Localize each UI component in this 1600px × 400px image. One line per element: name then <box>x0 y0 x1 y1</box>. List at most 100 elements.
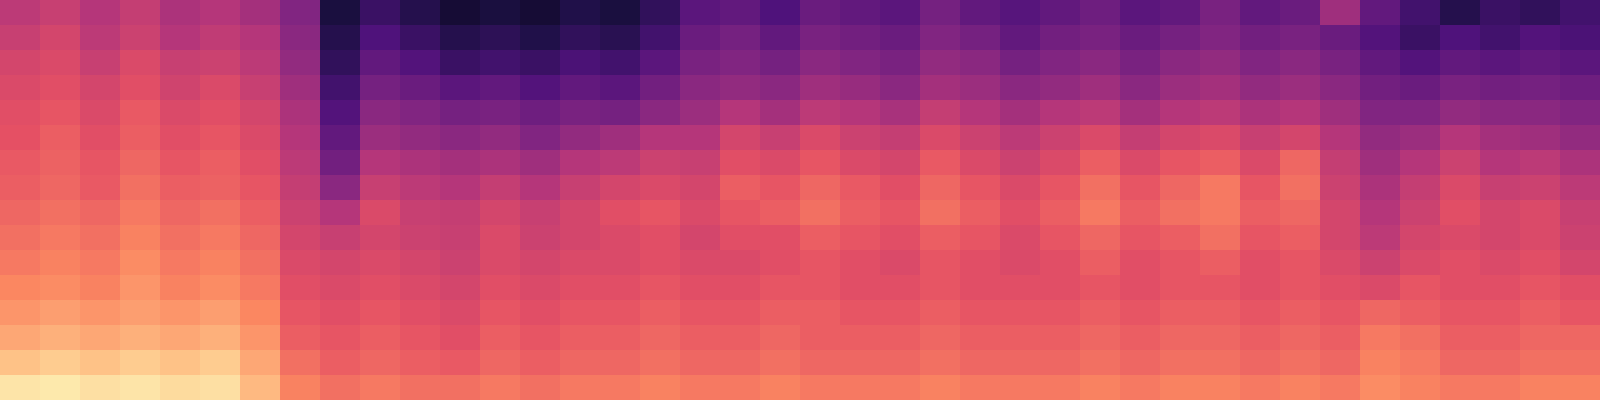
cell <box>40 200 81 226</box>
cell <box>600 50 641 76</box>
cell <box>480 0 521 26</box>
cell <box>880 250 921 276</box>
cell <box>1120 275 1161 301</box>
cell <box>1160 225 1201 251</box>
cell <box>1400 150 1441 176</box>
cell <box>680 300 721 326</box>
cell <box>240 275 281 301</box>
cell <box>920 200 961 226</box>
cell <box>1480 375 1521 400</box>
cell <box>1440 175 1481 201</box>
cell <box>520 350 561 376</box>
cell <box>720 125 761 151</box>
cell <box>1320 250 1361 276</box>
cell <box>640 175 681 201</box>
cell <box>880 75 921 101</box>
cell <box>360 100 401 126</box>
cell <box>760 300 801 326</box>
cell <box>600 75 641 101</box>
cell <box>680 375 721 400</box>
cell <box>1160 275 1201 301</box>
cell <box>1200 0 1241 26</box>
cell <box>1120 225 1161 251</box>
cell <box>200 375 241 400</box>
cell <box>840 25 881 51</box>
cell <box>1280 250 1321 276</box>
cell <box>80 200 121 226</box>
cell <box>1120 250 1161 276</box>
cell <box>1320 225 1361 251</box>
cell <box>40 300 81 326</box>
cell <box>840 275 881 301</box>
cell <box>1280 350 1321 376</box>
cell <box>1080 325 1121 351</box>
cell <box>1120 50 1161 76</box>
cell <box>320 250 361 276</box>
cell <box>1080 150 1121 176</box>
cell <box>0 350 41 376</box>
cell <box>1240 50 1281 76</box>
cell <box>1520 250 1561 276</box>
cell <box>880 175 921 201</box>
cell <box>720 175 761 201</box>
cell <box>1440 300 1481 326</box>
cell <box>880 125 921 151</box>
cell <box>520 175 561 201</box>
cell <box>1360 75 1401 101</box>
cell <box>960 375 1001 400</box>
cell <box>1560 350 1600 376</box>
cell <box>840 350 881 376</box>
cell <box>40 275 81 301</box>
cell <box>0 50 41 76</box>
cell <box>200 150 241 176</box>
cell <box>1440 150 1481 176</box>
cell <box>1200 25 1241 51</box>
cell <box>1240 300 1281 326</box>
cell <box>1360 150 1401 176</box>
cell <box>1040 175 1081 201</box>
cell <box>1080 275 1121 301</box>
cell <box>1080 75 1121 101</box>
cell <box>1320 150 1361 176</box>
cell <box>1480 175 1521 201</box>
cell <box>200 75 241 101</box>
cell <box>960 150 1001 176</box>
cell <box>80 300 121 326</box>
cell <box>920 25 961 51</box>
cell <box>200 225 241 251</box>
cell <box>1040 375 1081 400</box>
cell <box>880 0 921 26</box>
cell <box>120 150 161 176</box>
cell <box>560 0 601 26</box>
cell <box>280 350 321 376</box>
cell <box>240 200 281 226</box>
cell <box>0 125 41 151</box>
cell <box>40 75 81 101</box>
cell <box>1120 300 1161 326</box>
cell <box>0 0 41 26</box>
cell <box>1160 25 1201 51</box>
cell <box>560 125 601 151</box>
cell <box>560 375 601 400</box>
cell <box>800 300 841 326</box>
cell <box>40 150 81 176</box>
cell <box>960 350 1001 376</box>
cell <box>1160 0 1201 26</box>
cell <box>1320 175 1361 201</box>
cell <box>280 25 321 51</box>
cell <box>1000 75 1041 101</box>
cell <box>120 375 161 400</box>
cell <box>160 100 201 126</box>
cell <box>280 75 321 101</box>
cell <box>1040 25 1081 51</box>
cell <box>760 150 801 176</box>
cell <box>640 250 681 276</box>
cell <box>40 25 81 51</box>
cell <box>400 50 441 76</box>
cell <box>840 375 881 400</box>
cell <box>880 375 921 400</box>
cell <box>1480 325 1521 351</box>
cell <box>1360 50 1401 76</box>
cell <box>80 100 121 126</box>
cell <box>1520 175 1561 201</box>
